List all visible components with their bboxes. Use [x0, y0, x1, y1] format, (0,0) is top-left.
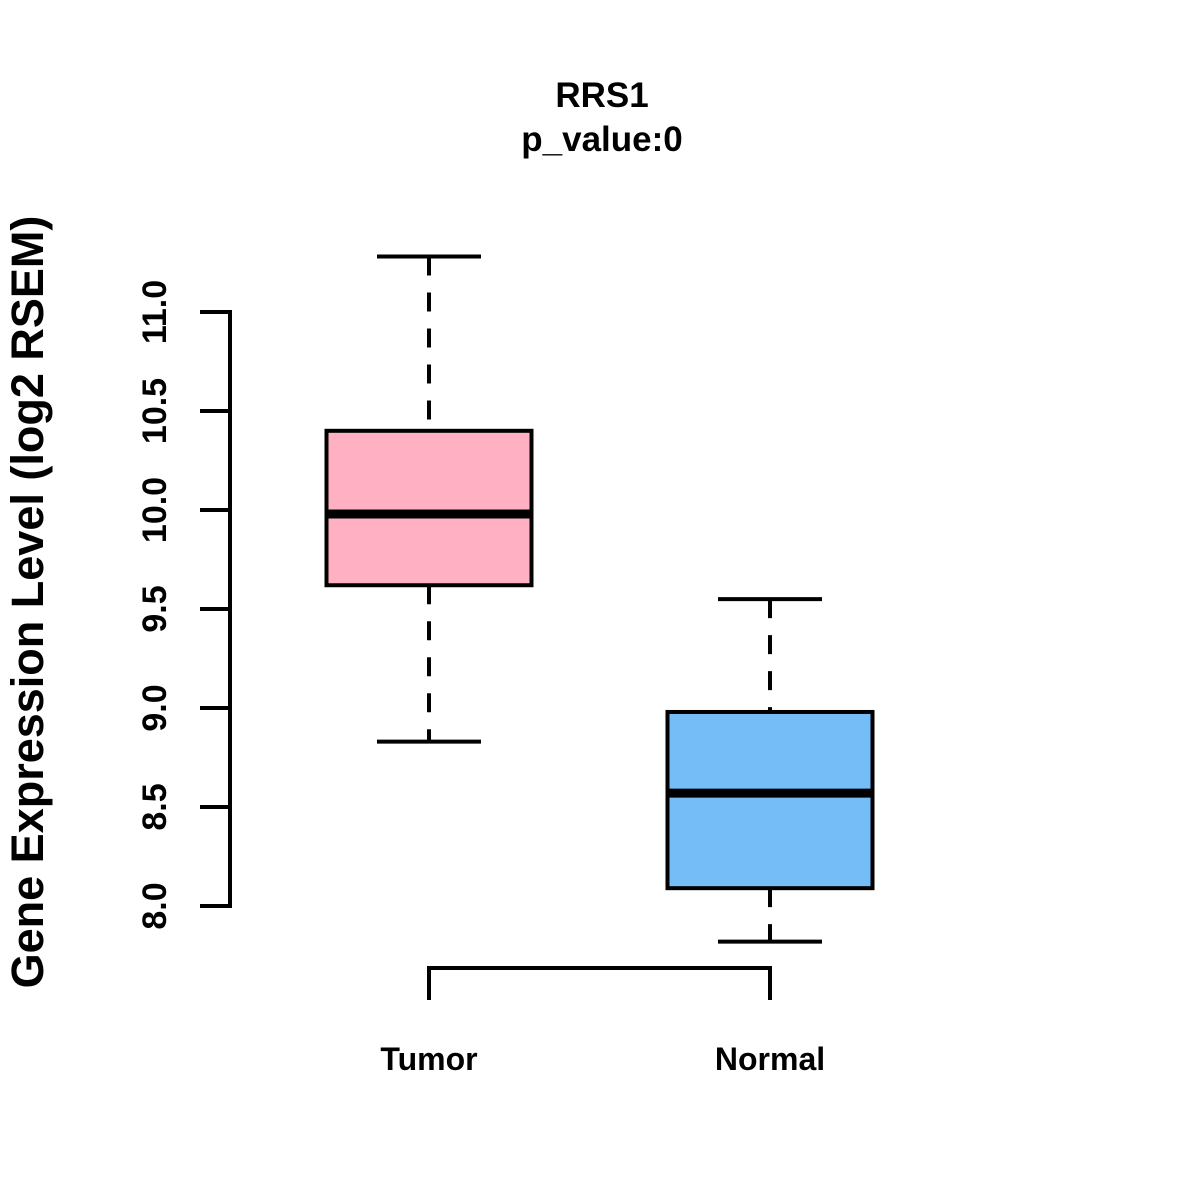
y-axis-tick-label: 8.5	[136, 783, 174, 830]
category-label-normal: Normal	[715, 1041, 825, 1077]
category-label-tumor: Tumor	[380, 1041, 477, 1077]
chart-title: RRS1	[555, 76, 648, 115]
chart-subtitle: p_value:0	[521, 120, 682, 159]
plot-area: 8.0 8.5 9.0 9.5 10.0 10.5 11.0 Tumor Normal	[136, 254, 875, 1077]
y-axis-tick-label: 10.5	[136, 378, 174, 444]
y-axis-tick-label: 11.0	[136, 280, 174, 344]
iqr-box-normal	[665, 709, 875, 891]
iqr-box-tumor	[324, 428, 534, 588]
y-axis-tick-label: 9.5	[136, 585, 174, 632]
y-axis-tick-label: 8.0	[136, 882, 174, 929]
y-axis-title: Gene Expression Level (log2 RSEM)	[2, 216, 53, 989]
y-axis-tick-label: 9.0	[136, 684, 174, 731]
comparison-bracket	[427, 966, 772, 1000]
y-axis-tick-label: 10.0	[136, 477, 174, 543]
